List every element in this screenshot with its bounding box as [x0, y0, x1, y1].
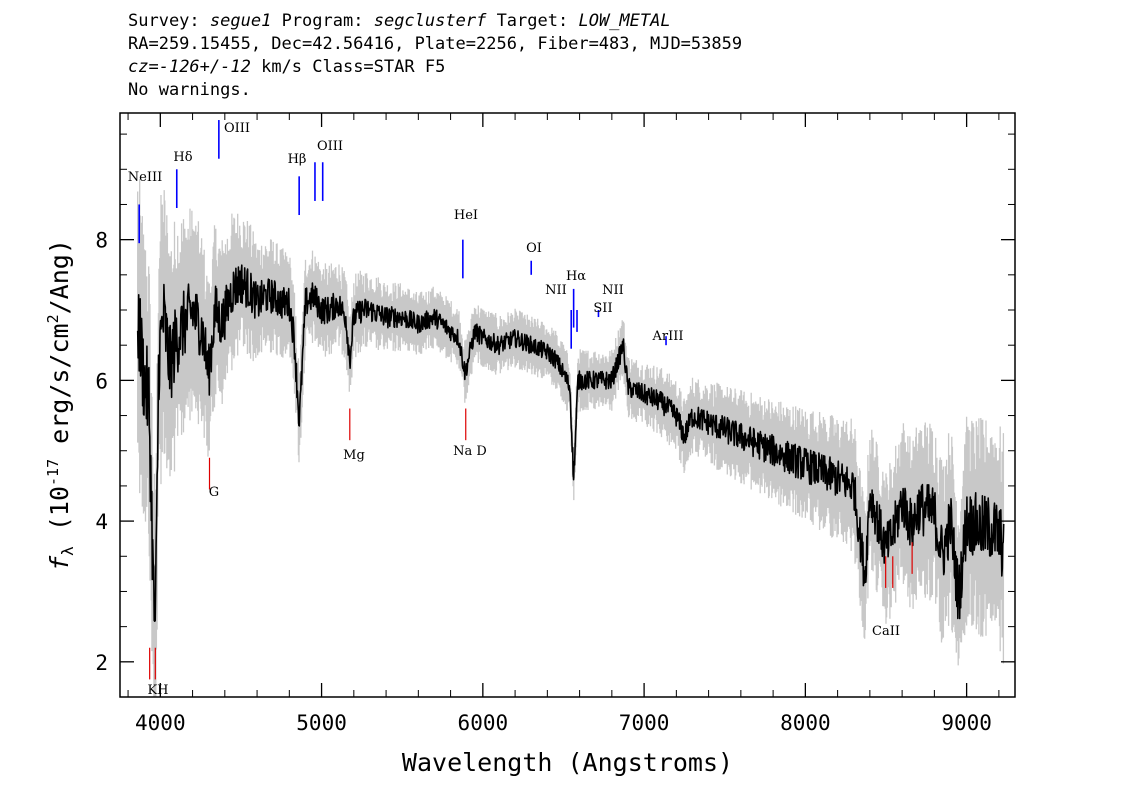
flux-line: [136, 264, 1005, 623]
header-line-1: Survey: segue1 Program: segclusterf Targ…: [128, 10, 742, 33]
spectral-lines-layer: [138, 120, 913, 680]
target-label: Target:: [496, 11, 569, 31]
y-tick-label: 6: [95, 369, 108, 393]
y-axis-title: fλ (10-17 erg/s/cm2/Ang): [44, 239, 77, 571]
y-tick-label: 8: [95, 229, 108, 253]
survey-value: segue1: [209, 11, 272, 31]
emission-line-label: NII: [545, 283, 567, 298]
cz-value: -126+/-12: [158, 57, 251, 77]
absorption-line-label: KH: [147, 683, 168, 698]
emission-line-label: Hα: [566, 269, 586, 284]
x-tick-label: 8000: [780, 711, 831, 735]
emission-line-label: Hβ: [288, 152, 307, 167]
spectrum-header: Survey: segue1 Program: segclusterf Targ…: [128, 10, 742, 102]
emission-line-label: OIII: [224, 121, 250, 136]
absorption-line-label: G: [209, 485, 219, 500]
emission-line-label: NeIII: [128, 170, 162, 185]
emission-line-label: Hδ: [173, 150, 192, 165]
absorption-line-label: Na D: [453, 444, 487, 459]
y-tick-label: 4: [95, 510, 108, 534]
header-line-4: No warnings.: [128, 80, 251, 100]
flux-layer: [136, 264, 1005, 623]
error-band-layer: [137, 179, 1005, 697]
x-tick-label: 7000: [619, 711, 670, 735]
emission-line-label: OI: [526, 241, 542, 256]
emission-line-label: SII: [593, 301, 612, 316]
cz-units-class: km/s Class=STAR F5: [250, 57, 446, 77]
x-axis-title: Wavelength (Angstroms): [402, 748, 733, 777]
absorption-line-label: CaII: [872, 624, 900, 639]
emission-line-label: OIII: [317, 139, 343, 154]
cz-label: cz=: [128, 57, 159, 77]
survey-label: Survey:: [128, 11, 200, 31]
x-tick-label: 9000: [941, 711, 992, 735]
emission-line-label: NII: [602, 283, 624, 298]
error-band: [137, 179, 1005, 697]
header-line-2: RA=259.15455, Dec=42.56416, Plate=2256, …: [128, 34, 743, 54]
x-tick-label: 4000: [135, 711, 186, 735]
plot-frame: [119, 112, 1016, 698]
emission-line-label: ArIII: [651, 329, 683, 344]
program-label: Program:: [281, 11, 364, 31]
x-tick-label: 5000: [296, 711, 347, 735]
x-tick-label: 6000: [458, 711, 509, 735]
header-line-3: cz=-126+/-12 km/s Class=STAR F5: [128, 56, 742, 79]
emission-line-label: HeI: [454, 208, 478, 223]
axes-layer: 4000 5000 6000 7000 8000 9000 2 4 6 8: [95, 112, 1016, 735]
y-tick-label: 2: [95, 651, 108, 675]
program-value: segclusterf: [373, 11, 487, 31]
target-value: LOW_METAL: [578, 11, 671, 31]
absorption-line-label: Mg: [343, 448, 365, 463]
